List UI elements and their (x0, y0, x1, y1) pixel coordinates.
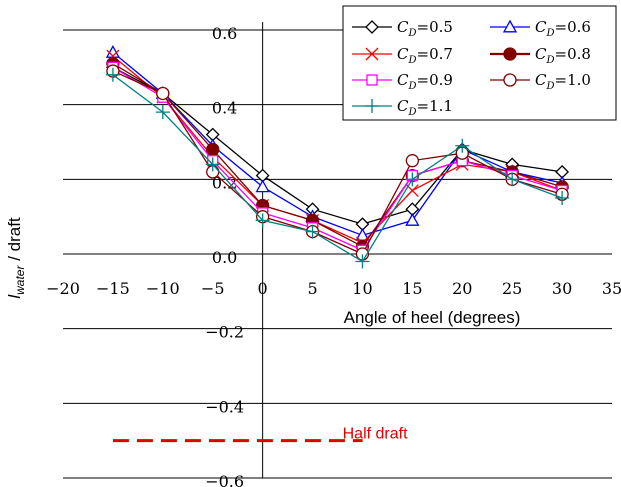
x-tick-label: 15 (402, 279, 422, 298)
x-tick-label: 35 (602, 279, 621, 298)
series-line-4 (112, 66, 563, 252)
data-point (255, 179, 270, 193)
data-point (156, 86, 170, 101)
legend-entry: CD=0.7 (352, 45, 453, 66)
data-point (405, 154, 420, 168)
x-tick-label: 25 (502, 279, 522, 298)
legend-label: CD=0.5 (397, 18, 453, 39)
y-tick-label: −0.4 (205, 397, 244, 416)
series-line-0 (112, 66, 563, 225)
data-point (206, 142, 220, 157)
y-axis-title-sub: water (13, 265, 27, 295)
data-point (405, 172, 420, 187)
series-line-6 (112, 74, 563, 263)
data-point (105, 67, 120, 82)
reference-line: Half draft (112, 426, 408, 443)
legend-marker (502, 19, 518, 33)
x-tick-label: −20 (46, 279, 80, 298)
y-axis-title: lwater / draft (5, 217, 27, 299)
legend-entry: CD=0.8 (490, 45, 591, 66)
x-tick-label: −10 (146, 279, 180, 298)
x-tick-label: 20 (452, 279, 472, 298)
legend-marker (365, 20, 379, 34)
y-tick-label: −0.2 (205, 323, 244, 342)
data-point (355, 254, 370, 269)
series-line-5 (112, 70, 563, 255)
data-point (155, 105, 170, 120)
legend-box (342, 5, 617, 121)
x-tick-label: −5 (201, 279, 225, 298)
series-6 (105, 67, 570, 269)
legend-marker (503, 73, 517, 87)
legend-marker (365, 99, 379, 113)
legend-marker (365, 47, 379, 61)
data-point (455, 138, 470, 153)
x-tick-label: 5 (307, 279, 317, 298)
half-draft-label: Half draft (343, 426, 408, 443)
y-tick-label: 0.4 (212, 99, 237, 118)
legend-label: CD=0.9 (397, 71, 453, 92)
x-tick-labels: −20 −15 −10 −5 0 5 10 15 20 25 30 35 (46, 279, 621, 298)
legend-entry: CD=1.1 (352, 97, 453, 118)
y-tick-labels: 0.60.40.20.0−0.2−0.4−0.6 (205, 24, 244, 487)
legend-marker (503, 47, 517, 61)
y-axis-title-main: l (5, 294, 24, 299)
legend-entry: CD=0.6 (490, 18, 591, 39)
x-tick-label: −15 (96, 279, 130, 298)
legend-entry: CD=0.9 (352, 71, 453, 92)
legend-label: CD=1.1 (397, 97, 453, 118)
legend-marker (366, 74, 378, 86)
legend-label: CD=0.7 (397, 45, 453, 66)
series-line-1 (112, 51, 563, 237)
legend-entry: CD=1.0 (490, 71, 591, 92)
y-tick-label: −0.6 (205, 472, 244, 487)
series-group (105, 45, 570, 269)
data-point (255, 213, 270, 228)
x-tick-label: 30 (552, 279, 572, 298)
legend-entry: CD=0.5 (352, 18, 453, 39)
data-point (205, 157, 220, 172)
data-point (305, 224, 320, 239)
data-point (555, 191, 570, 205)
y-axis-title-rest: / draft (5, 217, 24, 265)
x-axis-title: Angle of heel (degrees) (344, 308, 521, 327)
axes (63, 22, 612, 478)
legend-label: CD=0.6 (535, 18, 591, 39)
legend-label: CD=0.8 (535, 45, 591, 66)
legend-label: CD=1.0 (535, 71, 591, 92)
y-tick-label: 0.6 (212, 24, 237, 43)
y-tick-label: 0.0 (212, 248, 237, 267)
x-tick-label: 10 (352, 279, 372, 298)
legend: CD=0.5 CD=0.6 CD=0.7 CD=0.8 CD=0.9 CD=1.0 CD=1… (342, 5, 617, 121)
data-point (505, 172, 520, 187)
x-tick-label: 0 (258, 279, 268, 298)
data-point (405, 213, 420, 226)
